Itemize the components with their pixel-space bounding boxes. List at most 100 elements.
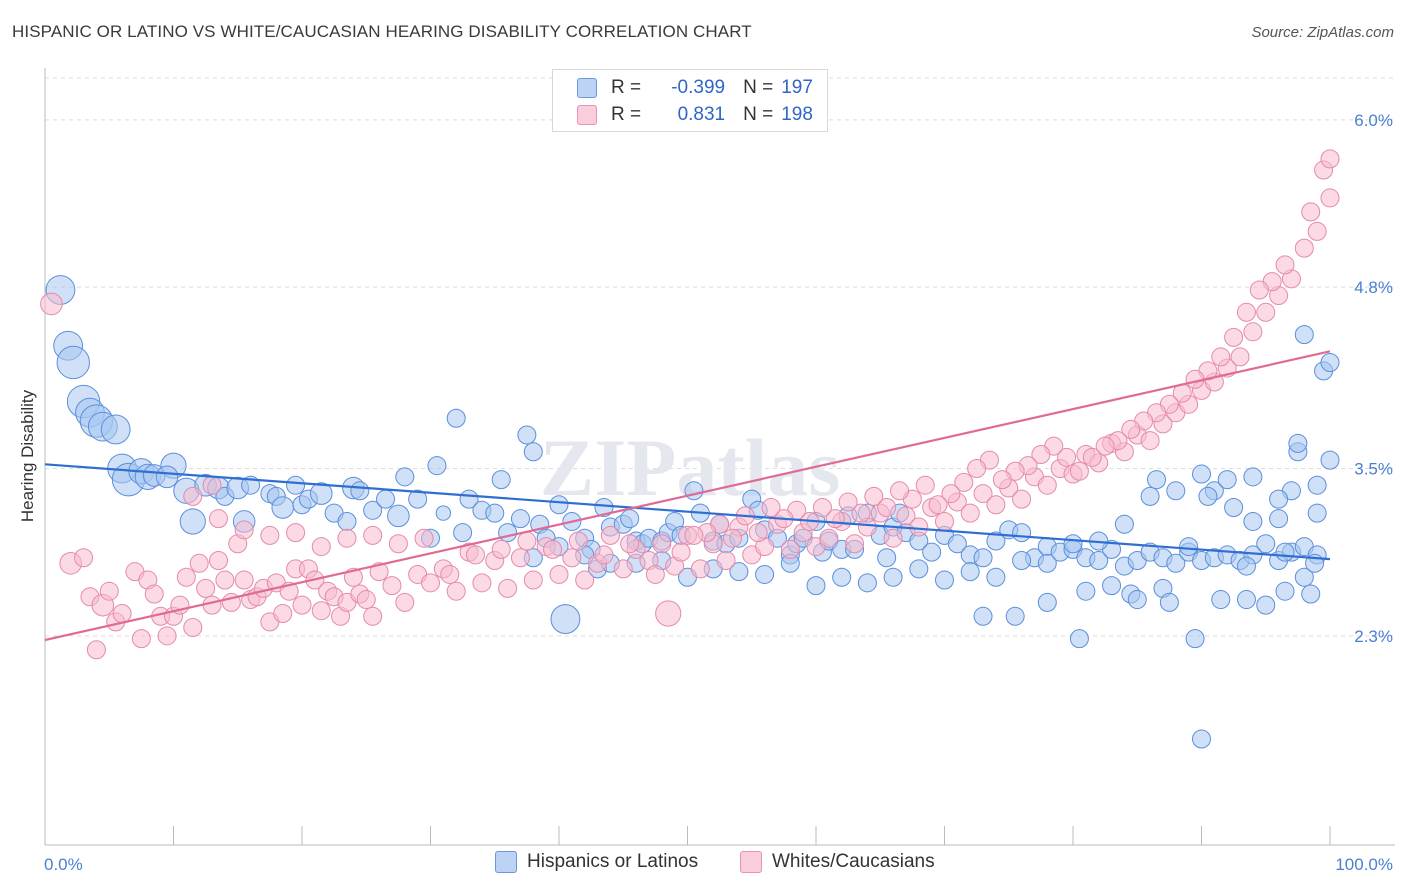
- point-hispanics: [446, 408, 466, 428]
- point-hispanics: [510, 509, 530, 529]
- point-hispanics: [1063, 534, 1083, 554]
- point-whites: [1057, 447, 1077, 467]
- point-whites: [941, 484, 961, 504]
- point-hispanics: [1256, 534, 1276, 554]
- tick-labels: 2.3% 3.5% 4.8% 6.0% 0.0% 100.0%: [44, 111, 1393, 874]
- point-hispanics: [549, 495, 569, 515]
- point-whites: [517, 531, 537, 551]
- point-whites: [1307, 221, 1327, 241]
- point-whites: [1095, 436, 1115, 456]
- point-whites: [671, 542, 691, 562]
- point-whites: [973, 484, 993, 504]
- point-hispanics: [832, 567, 852, 587]
- point-whites: [1256, 302, 1276, 322]
- point-whites: [189, 553, 209, 573]
- trend-line-hispanics: [44, 463, 1331, 561]
- point-whites: [819, 528, 839, 548]
- y-axis-title: Hearing Disability: [18, 389, 37, 522]
- point-hispanics: [1166, 553, 1186, 573]
- point-hispanics: [960, 562, 980, 582]
- n-value-hispanics: 197: [781, 77, 813, 98]
- point-whites: [812, 498, 832, 518]
- legend-swatch-whites: [740, 851, 762, 873]
- point-hispanics: [498, 523, 518, 543]
- point-hispanics: [523, 442, 543, 462]
- legend-label-whites: Whites/Caucasians: [772, 851, 935, 872]
- point-whites: [1082, 447, 1102, 467]
- point-whites: [311, 601, 331, 621]
- y-tick-label: 6.0%: [1354, 111, 1393, 130]
- x-tick-label-max: 100.0%: [1335, 855, 1393, 874]
- point-hispanics: [1159, 592, 1179, 612]
- point-hispanics: [755, 564, 775, 584]
- point-whites: [1230, 347, 1250, 367]
- point-hispanics: [309, 482, 333, 505]
- point-whites: [260, 525, 280, 545]
- point-whites: [112, 604, 132, 624]
- point-hispanics: [909, 559, 929, 579]
- point-hispanics: [453, 523, 473, 543]
- point-hispanics: [485, 503, 505, 523]
- point-whites: [523, 570, 543, 590]
- point-whites: [684, 525, 704, 545]
- point-whites: [890, 481, 910, 501]
- series-hispanics-points: [45, 275, 1340, 749]
- point-hispanics: [517, 425, 537, 445]
- point-hispanics: [1243, 511, 1263, 531]
- point-whites: [491, 539, 511, 559]
- point-hispanics: [935, 570, 954, 590]
- point-hispanics: [620, 509, 640, 529]
- point-whites: [716, 551, 736, 571]
- axes: [44, 68, 1395, 846]
- trend-lines: [44, 350, 1331, 642]
- point-whites: [594, 545, 614, 565]
- point-whites: [780, 539, 800, 559]
- point-whites: [655, 600, 682, 627]
- point-hispanics: [376, 489, 396, 509]
- point-whites: [1031, 445, 1051, 465]
- point-whites: [465, 545, 485, 565]
- legend-label-hispanics: Hispanics or Latinos: [527, 851, 699, 872]
- point-whites: [1243, 322, 1263, 342]
- point-hispanics: [1012, 551, 1032, 571]
- point-hispanics: [1224, 498, 1244, 518]
- point-whites: [967, 458, 987, 478]
- r-value-hispanics: -0.399: [671, 77, 726, 98]
- point-hispanics: [395, 467, 415, 487]
- point-whites: [613, 559, 633, 579]
- point-whites: [883, 528, 903, 548]
- point-whites: [472, 573, 492, 593]
- stats-legend: R = -0.399 N = 197 R = 0.831 N = 198: [552, 69, 828, 132]
- point-whites: [234, 520, 254, 540]
- point-whites: [208, 551, 228, 571]
- point-hispanics: [550, 604, 581, 634]
- y-tick-label: 3.5%: [1354, 459, 1393, 478]
- point-whites: [1320, 188, 1340, 208]
- point-hispanics: [179, 508, 206, 535]
- point-hispanics: [973, 548, 993, 568]
- point-whites: [575, 570, 595, 590]
- point-whites: [838, 492, 858, 512]
- point-whites: [877, 498, 897, 518]
- point-whites: [208, 509, 228, 529]
- point-whites: [600, 525, 620, 545]
- point-hispanics: [1076, 581, 1096, 601]
- point-whites: [273, 604, 293, 624]
- point-whites: [1224, 327, 1244, 347]
- y-tick-label: 2.3%: [1354, 627, 1393, 646]
- point-hispanics: [363, 500, 383, 520]
- point-whites: [1294, 238, 1314, 258]
- point-whites: [935, 511, 954, 531]
- point-whites: [845, 534, 865, 554]
- point-whites: [1275, 255, 1295, 275]
- point-whites: [337, 528, 357, 548]
- point-hispanics: [1320, 352, 1340, 372]
- point-hispanics: [1288, 433, 1308, 453]
- point-whites: [510, 548, 530, 568]
- point-whites: [363, 525, 383, 545]
- point-hispanics: [1140, 486, 1160, 506]
- point-whites: [928, 495, 948, 515]
- point-hispanics: [1307, 475, 1327, 495]
- point-whites: [176, 567, 196, 587]
